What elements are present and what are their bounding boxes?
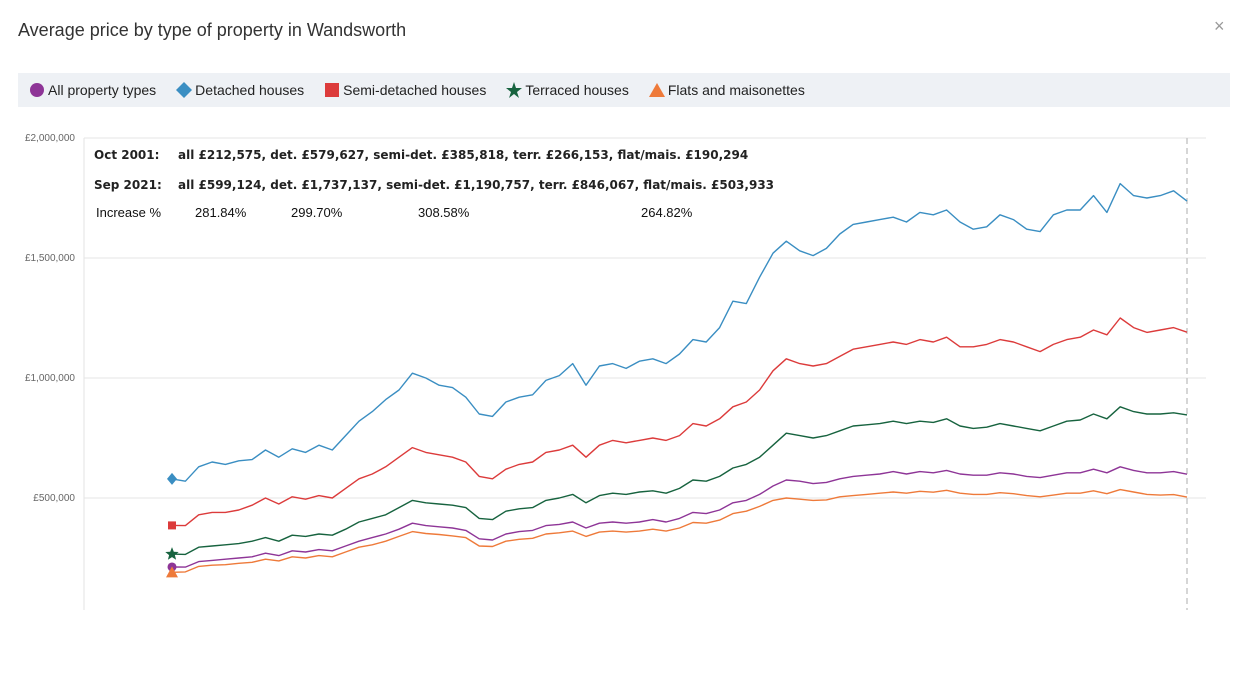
legend-label: All property types: [48, 82, 157, 98]
series-marker-star: [165, 547, 179, 560]
legend: All property types Detached houses Semi-…: [18, 73, 1230, 107]
increase-all: 281.84%: [195, 205, 247, 220]
legend-item-terraced[interactable]: Terraced houses: [506, 82, 629, 98]
annotation-row1-text: all £212,575, det. £579,627, semi-det. £…: [178, 148, 748, 162]
annotation-row3-label: Increase %: [96, 205, 161, 220]
line-chart: £500,000 £1,000,000 £1,500,000 £2,000,000 O…: [25, 133, 1206, 610]
legend-item-semi-detached[interactable]: Semi-detached houses: [324, 82, 486, 98]
annotation-row2-text: all £599,124, det. £1,737,137, semi-det.…: [178, 178, 774, 192]
series-line-star: [171, 406, 1188, 556]
legend-item-detached[interactable]: Detached houses: [176, 82, 304, 98]
series-marker-triangle: [166, 566, 178, 578]
y-tick-label: £2,000,000: [25, 133, 75, 144]
annotation-row1-label: Oct 2001:: [94, 148, 159, 162]
legend-item-flats[interactable]: Flats and maisonettes: [648, 82, 805, 98]
star-marker-icon: [506, 82, 523, 98]
triangle-marker-icon: [648, 83, 665, 97]
series-lines: [171, 182, 1188, 573]
legend-label: Terraced houses: [525, 82, 629, 98]
legend-label: Semi-detached houses: [343, 82, 487, 98]
y-tick-label: £1,500,000: [25, 253, 75, 264]
series-marker-square: [168, 521, 176, 530]
increase-detached: 299.70%: [291, 205, 343, 220]
series-markers: [165, 472, 179, 578]
legend-label: Flats and maisonettes: [667, 82, 805, 98]
y-axis-ticks: £500,000 £1,000,000 £1,500,000 £2,000,000: [25, 133, 75, 504]
y-tick-label: £500,000: [33, 493, 75, 504]
legend-item-all[interactable]: All property types: [29, 82, 156, 98]
series-line-square: [171, 317, 1188, 527]
annotation-row2-label: Sep 2021:: [94, 178, 162, 192]
annotation-block: Oct 2001: all £212,575, det. £579,627, s…: [94, 148, 774, 220]
series-line-diamond: [171, 182, 1188, 482]
gridlines: [84, 137, 1206, 499]
square-marker-icon: [325, 83, 340, 97]
y-tick-label: £1,000,000: [25, 373, 75, 384]
chart-title: Average price by type of property in Wan…: [18, 20, 407, 40]
increase-flats: 264.82%: [641, 205, 693, 220]
diamond-marker-icon: [176, 82, 193, 98]
series-line-circle: [171, 466, 1188, 568]
increase-semi-detached: 308.58%: [418, 205, 470, 220]
legend-label: Detached houses: [195, 82, 305, 98]
close-icon[interactable]: ×: [1214, 16, 1225, 36]
circle-marker-icon: [30, 83, 44, 97]
series-line-triangle: [171, 488, 1188, 573]
series-marker-diamond: [167, 472, 177, 485]
